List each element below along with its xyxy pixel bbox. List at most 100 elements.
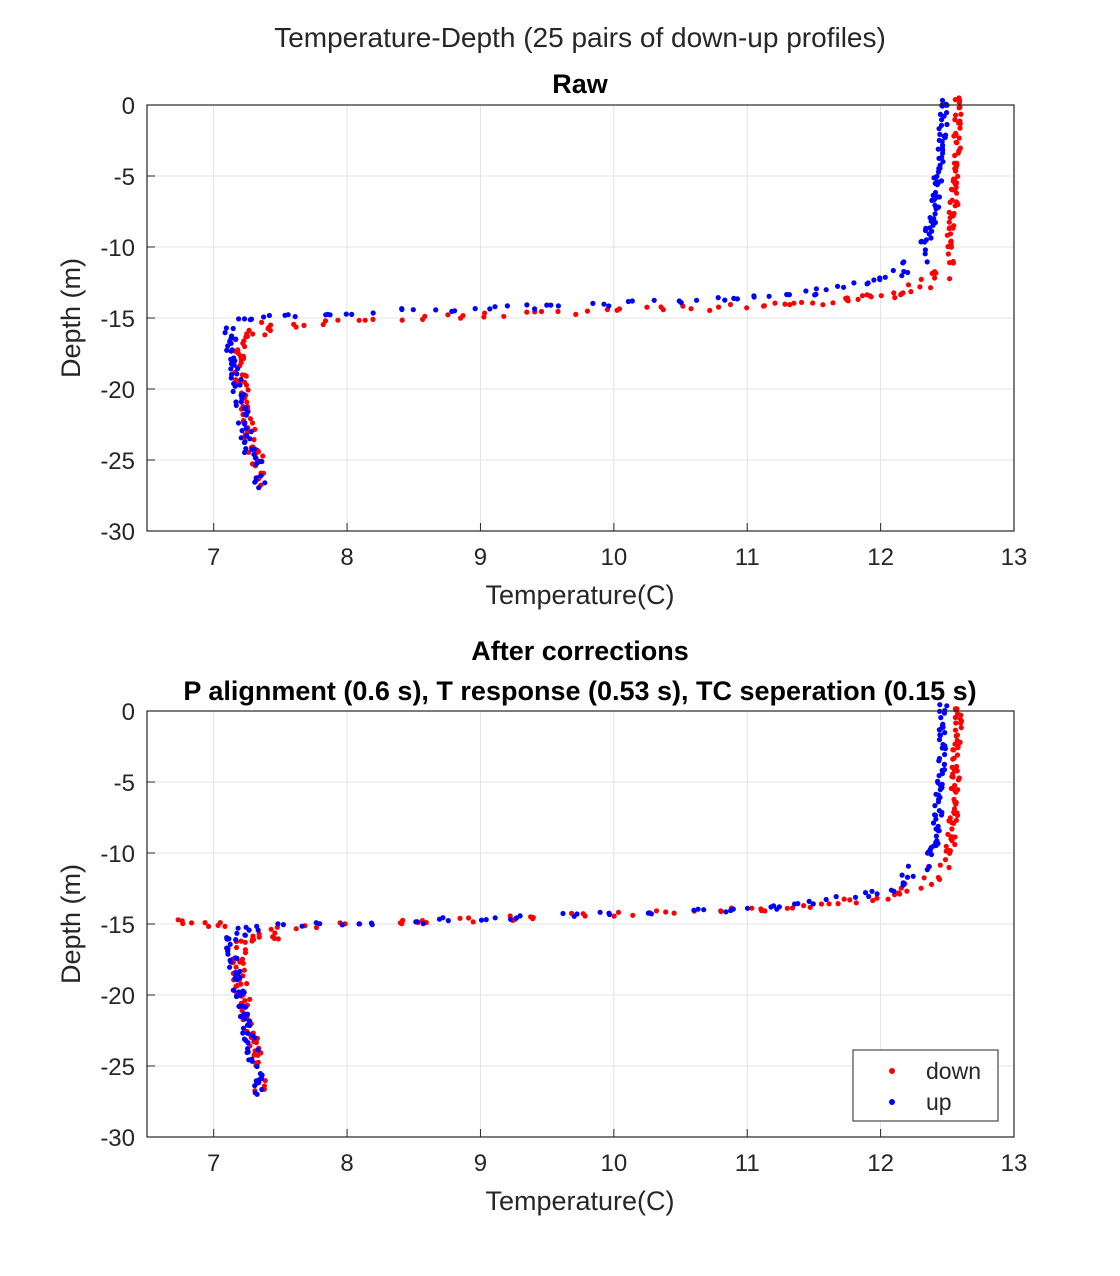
data-point-up: [245, 1030, 251, 1036]
data-point-down: [947, 815, 953, 821]
data-point-down: [853, 900, 859, 906]
data-point-up: [240, 1030, 246, 1036]
series-up: [224, 702, 950, 1097]
data-point-up: [299, 923, 305, 929]
data-point-up: [560, 910, 566, 917]
data-point-up: [901, 880, 907, 886]
data-point-up: [247, 1018, 253, 1024]
data-point-up: [910, 873, 916, 879]
x-tick-labels: 7 8 9 10 11 12 13: [207, 523, 1027, 571]
data-point-down: [584, 308, 591, 314]
data-point-down: [744, 305, 750, 311]
data-point-up: [339, 922, 345, 928]
data-point-down: [239, 1007, 245, 1014]
data-point-up: [629, 298, 635, 304]
data-point-down: [801, 903, 807, 909]
data-point-up: [259, 1086, 265, 1093]
data-point-down: [942, 857, 949, 863]
data-point-down: [247, 416, 254, 422]
data-point-up: [942, 730, 948, 736]
data-point-down: [954, 732, 961, 738]
data-point-up: [942, 751, 948, 758]
data-point-down: [555, 308, 561, 315]
data-point-down: [707, 307, 713, 313]
data-point-up: [694, 297, 700, 303]
data-point-down: [644, 304, 650, 310]
data-point-up: [555, 303, 562, 309]
data-point-up: [436, 916, 443, 922]
data-point-up: [939, 722, 946, 729]
data-point-down: [954, 768, 960, 774]
data-point-down: [952, 841, 958, 848]
x-tick-label: 9: [474, 1150, 487, 1177]
data-point-down: [301, 322, 307, 328]
data-point-down: [241, 967, 247, 973]
data-point-up: [232, 975, 238, 982]
data-point-down: [799, 299, 805, 305]
data-point-down: [262, 332, 268, 338]
data-point-up: [701, 907, 707, 913]
data-point-down: [944, 232, 951, 238]
data-point-up: [252, 1083, 258, 1089]
data-point-down: [918, 885, 924, 891]
data-point-up: [228, 340, 234, 346]
data-point-down: [727, 301, 734, 308]
data-point-down: [206, 923, 212, 930]
data-point-up: [928, 235, 934, 241]
data-point-up: [823, 287, 829, 293]
data-point-down: [397, 920, 403, 926]
data-point-down: [954, 140, 960, 146]
data-point-down: [952, 782, 958, 789]
data-point-up: [823, 896, 829, 903]
data-point-up: [676, 298, 682, 304]
data-point-up: [238, 435, 244, 441]
data-point-up: [851, 280, 857, 286]
scatter-points: [175, 702, 965, 1097]
data-point-up: [282, 312, 288, 318]
data-point-down: [249, 420, 256, 426]
y-tick-label: -30: [100, 1125, 135, 1152]
data-point-up: [242, 1016, 248, 1022]
data-point-up: [936, 126, 942, 132]
data-point-up: [933, 842, 939, 849]
data-point-up: [228, 356, 234, 362]
y-tick-label: 0: [122, 93, 135, 120]
data-point-up: [601, 301, 607, 307]
data-point-down: [855, 296, 861, 302]
data-point-down: [630, 912, 636, 918]
data-point-up: [517, 913, 523, 919]
data-point-down: [937, 862, 943, 868]
data-point-up: [228, 366, 234, 372]
data-point-down: [244, 333, 250, 339]
data-point-up: [934, 173, 940, 179]
data-point-down: [954, 752, 961, 758]
data-point-up: [236, 1003, 242, 1010]
data-point-up: [806, 898, 812, 905]
data-point-down: [238, 938, 244, 944]
data-point-up: [926, 864, 932, 870]
data-point-up: [478, 917, 485, 923]
data-point-down: [255, 1059, 261, 1065]
data-point-down: [952, 117, 958, 123]
data-point-down: [660, 307, 666, 313]
data-point-down: [399, 317, 405, 323]
data-point-down: [242, 939, 248, 945]
scatter-points: [222, 95, 964, 491]
data-point-up: [933, 826, 939, 832]
data-point-up: [233, 937, 239, 943]
data-point-down: [953, 130, 959, 136]
y-tick-label: 0: [122, 699, 135, 726]
data-point-up: [242, 932, 248, 938]
data-point-up: [813, 291, 819, 297]
data-point-up: [229, 333, 235, 339]
data-point-down: [611, 913, 617, 919]
data-point-up: [253, 475, 260, 481]
figure-title: Temperature-Depth (25 pairs of down-up p…: [274, 22, 886, 53]
data-point-up: [901, 268, 907, 275]
data-point-up: [935, 792, 942, 798]
x-tick-label: 7: [207, 544, 220, 571]
axes-after-corrections: 7 8 9 10 11 12 13 0 -5 -10 -15 -20 -25 -30 After cor…: [56, 636, 1027, 1216]
data-point-down: [530, 916, 536, 922]
data-point-down: [202, 920, 208, 926]
data-point-down: [180, 920, 186, 927]
